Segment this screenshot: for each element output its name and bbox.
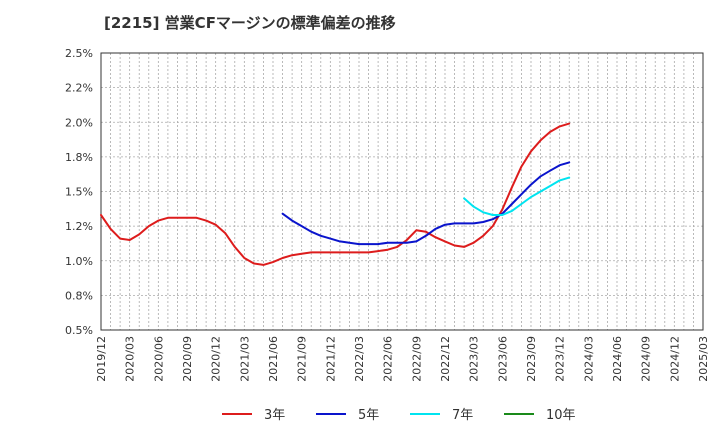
legend-label: 7年 — [452, 408, 473, 423]
legend-label: 5年 — [358, 408, 379, 423]
x-tick-label: 2023/03 — [468, 336, 481, 382]
series-line — [281, 161, 571, 246]
x-tick-label: 2024/12 — [668, 336, 681, 382]
y-tick-label: 1.2% — [65, 220, 93, 233]
y-tick-label: 1.5% — [65, 186, 93, 199]
x-tick-label: 2023/06 — [496, 336, 509, 382]
x-tick-label: 2024/06 — [611, 336, 624, 382]
x-tick-label: 2025/03 — [697, 336, 710, 382]
y-tick-label: 2.5% — [65, 47, 93, 60]
x-tick-label: 2021/12 — [324, 336, 337, 382]
series-line — [463, 176, 571, 216]
x-tick-label: 2023/12 — [554, 336, 567, 382]
y-tick-label: 0.8% — [65, 289, 93, 302]
x-tick-label: 2020/09 — [181, 336, 194, 382]
x-tick-label: 2022/06 — [382, 336, 395, 382]
y-tick-label: 1.8% — [65, 151, 93, 164]
x-tick-label: 2022/03 — [353, 336, 366, 382]
x-tick-label: 2023/09 — [525, 336, 538, 382]
x-tick-label: 2024/09 — [640, 336, 653, 382]
y-tick-label: 2.0% — [65, 116, 93, 129]
x-tick-label: 2019/12 — [95, 336, 108, 382]
series-line — [100, 122, 571, 266]
legend-label: 3年 — [264, 408, 285, 423]
x-tick-label: 2020/03 — [124, 336, 137, 382]
plot-border — [100, 52, 704, 331]
x-tick-label: 2020/06 — [152, 336, 165, 382]
y-tick-label: 0.5% — [65, 324, 93, 337]
x-tick-label: 2021/09 — [296, 336, 309, 382]
y-tick-label: 1.0% — [65, 255, 93, 268]
x-tick-label: 2024/03 — [582, 336, 595, 382]
legend-label: 10年 — [546, 408, 576, 423]
y-tick-label: 2.2% — [65, 82, 93, 95]
chart-title: [2215] 営業CFマージンの標準偏差の推移 — [104, 14, 396, 32]
x-tick-label: 2022/09 — [410, 336, 423, 382]
x-tick-label: 2020/12 — [210, 336, 223, 382]
x-tick-label: 2021/03 — [238, 336, 251, 382]
x-tick-label: 2022/12 — [439, 336, 452, 382]
x-tick-label: 2021/06 — [267, 336, 280, 382]
